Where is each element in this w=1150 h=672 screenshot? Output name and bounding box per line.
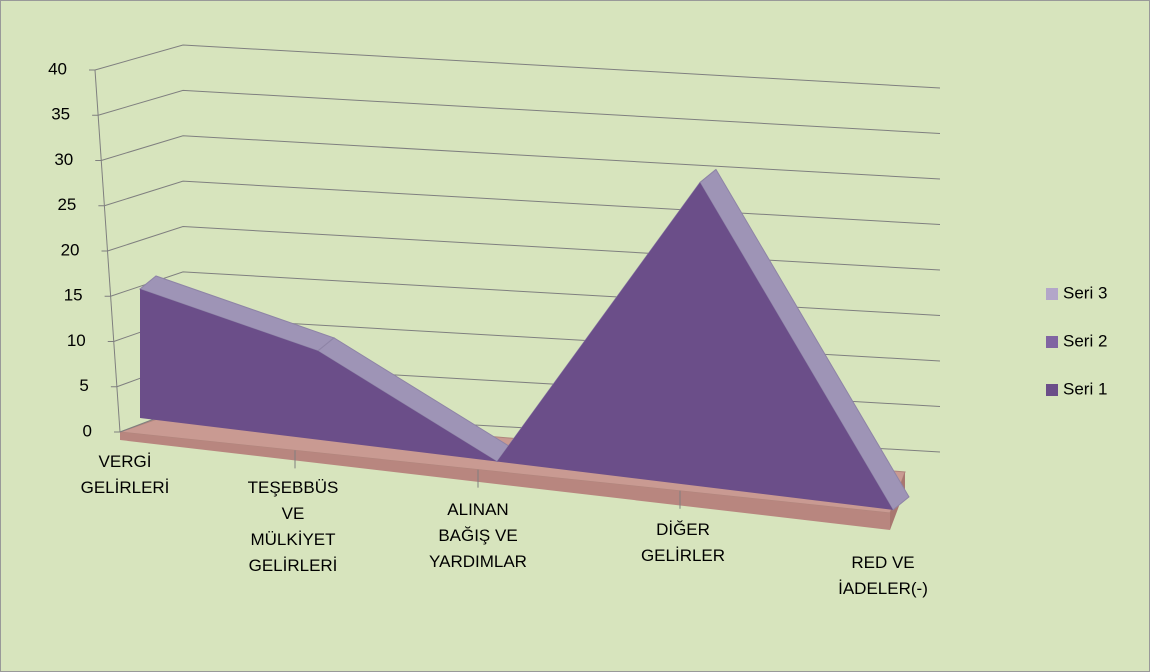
y-tick-label: 0 [83, 421, 92, 440]
y-tick-label: 20 [61, 240, 80, 259]
legend-swatch [1046, 336, 1058, 348]
y-tick-label: 10 [67, 331, 86, 350]
grid-line [94, 44, 941, 89]
x-tick-label: DİĞER GELİRLER [640, 520, 726, 565]
x-tick-label: TEŞEBBÜS VE MÜLKİYET GELİRLERİ [247, 478, 339, 575]
legend-label: Seri 2 [1063, 331, 1107, 350]
y-tick-label: 25 [57, 195, 76, 214]
y-tick-label: 5 [79, 376, 88, 395]
y-tick-label: 35 [51, 105, 70, 124]
legend-swatch [1046, 288, 1058, 300]
x-tick-label: VERGİ GELİRLERİ [80, 452, 170, 497]
grid-line [101, 135, 941, 180]
grid-line [107, 225, 941, 271]
y-tick-label: 40 [48, 59, 67, 78]
x-tick-label: RED VE İADELER(-) [838, 553, 928, 598]
y-axis [94, 69, 121, 433]
y-tick-label: 15 [64, 286, 83, 305]
area [140, 182, 893, 510]
x-tick-label: ALINAN BAĞIŞ VE YARDIMLAR [429, 500, 527, 571]
grid-line [104, 180, 941, 225]
grid-line [97, 89, 941, 134]
legend-label: Seri 1 [1063, 379, 1107, 398]
floor-edge [120, 432, 890, 530]
legend-label: Seri 3 [1063, 283, 1107, 302]
legend-swatch [1046, 384, 1058, 396]
y-tick-label: 30 [54, 150, 73, 169]
